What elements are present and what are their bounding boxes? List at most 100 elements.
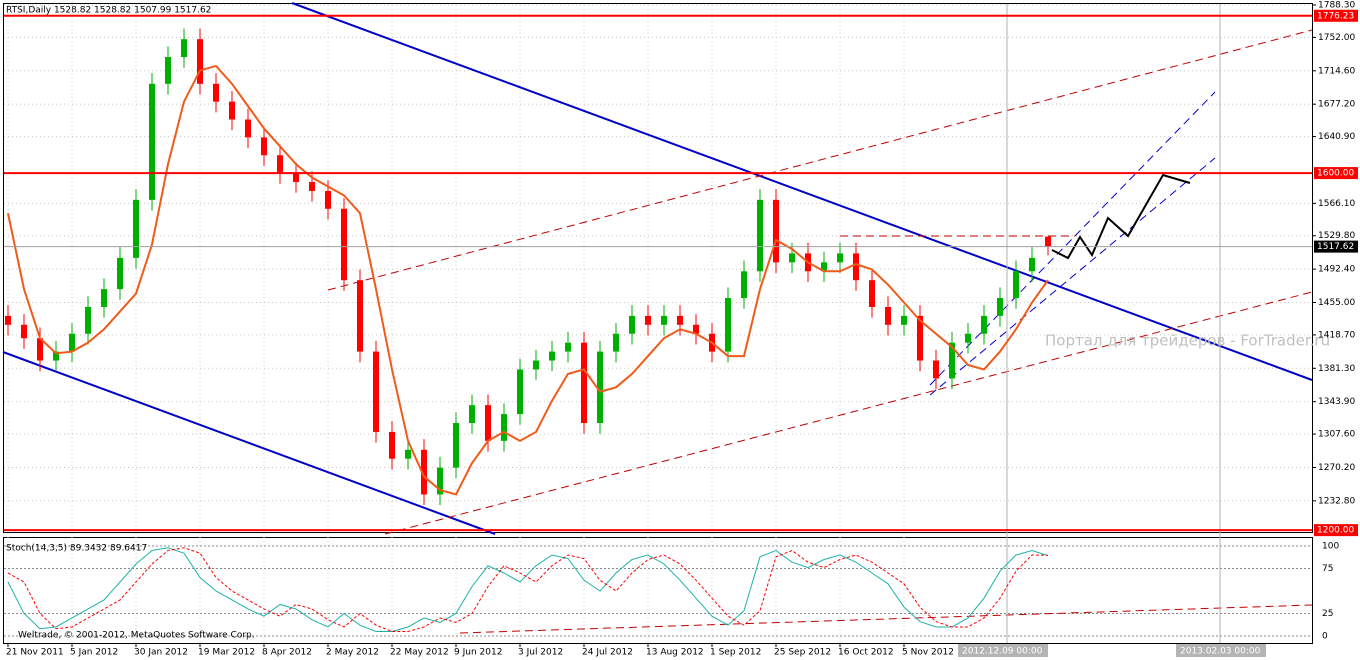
y-tick-label: 1640.90 [1318,132,1355,142]
candle-body [309,182,315,191]
candle-body [117,257,123,290]
level-label-box [1314,9,1358,22]
level-label-box [1314,524,1358,537]
level-label: 1200.00 [1317,526,1354,536]
candle-body [53,351,59,361]
y-tick-label: 1492.40 [1318,265,1355,275]
candle-body [21,324,27,339]
candle-body [933,360,939,379]
x-tick-label: 9 Jun 2012 [454,648,502,658]
candle-body [693,324,699,334]
candle-body [37,338,43,361]
candle-body [629,315,635,334]
candle-body [405,449,411,459]
x-tick-label: 5 Jan 2012 [70,648,118,658]
candle-body [293,173,299,183]
osc-frame [3,537,1313,644]
x-tick-label: 22 May 2012 [390,648,449,658]
candle-body [1029,257,1035,272]
y-tick-label: 1381.30 [1318,364,1355,374]
level-label: 1600.00 [1317,169,1354,179]
y-tick-label: 1752.00 [1318,33,1355,43]
candle-body [533,360,539,370]
y-tick-label: 1788.30 [1318,1,1355,11]
candle-body [997,298,1003,316]
y-tick-label: 1566.10 [1318,199,1355,209]
stoch-line [7,547,1049,632]
y-tick-label: 1455.00 [1318,298,1355,308]
candle-body [869,280,875,307]
x-tick-label: 1 Sep 2012 [710,648,761,658]
candle-body [773,199,779,263]
y-tick-label: 1343.90 [1318,397,1355,407]
x-tick-label: 13 Aug 2012 [646,648,704,658]
osc-tick-label: 0 [1322,631,1328,641]
channel-line [384,291,1313,535]
candle-body [5,315,11,325]
y-tick-label: 1307.60 [1318,430,1355,440]
x-tick-label: 16 Oct 2012 [838,648,894,658]
x-tick-label: 25 Sep 2012 [774,648,831,658]
grid [4,4,1312,642]
candle-body [133,199,139,258]
candle-body [325,190,331,209]
channel-line [929,157,1216,396]
watermark: Портал для трейдеров - ForTrader.ru [1045,332,1330,350]
candle-body [197,39,203,84]
chart-title: RTSI,Daily 1528.82 1528.82 1507.99 1517.… [6,6,211,16]
candle-body [229,101,235,120]
candle-body [373,351,379,432]
copyright: Weltrade, © 2001-2012, MetaQuotes Softwa… [18,631,255,641]
candle-body [101,289,107,307]
marks [5,28,1051,632]
x-tick-label: 5 Nov 2012 [902,648,954,658]
candle-body [981,315,987,334]
candle-body [261,137,267,156]
candle-body [757,199,763,272]
trend-line [2,351,496,535]
candle-body [501,414,507,441]
y-tick-label: 1677.20 [1318,100,1355,110]
candle-body [453,423,459,468]
cursor-label: 2012.12.09 00:00 [962,647,1043,657]
current-price-label: 1517.62 [1317,242,1354,252]
level-label-box [1314,167,1358,180]
cursor-label-box [958,644,1048,657]
candle-body [341,208,347,281]
candle-body [725,298,731,352]
candle-body [245,119,251,138]
candle-body [821,262,827,272]
stoch-line [7,547,1049,632]
candle-body [853,253,859,281]
candle-body [213,83,219,102]
y-tick-label: 1232.80 [1318,496,1355,506]
candle-body [645,315,651,325]
candle-body [613,333,619,352]
x-tick-label: 19 Mar 2012 [198,648,255,658]
x-tick-label: 21 Nov 2011 [6,648,64,658]
x-tick-label: 30 Jan 2012 [134,648,188,658]
candle-body [917,315,923,361]
y-tick-label: 1529.80 [1318,231,1355,241]
candle-body [901,315,907,325]
trend-line [291,2,1313,381]
candle-body [581,342,587,424]
candle-body [277,155,283,174]
x-tick-label: 24 Jul 2012 [582,648,633,658]
cursor-label: 2013.02.03 00:00 [1180,647,1261,657]
osc-tick-label: 25 [1322,609,1333,619]
candle-body [741,271,747,299]
forecast-path [1051,173,1191,260]
candle-body [469,405,475,424]
candle-body [949,342,955,379]
candle-body [1013,271,1019,299]
osc-tick-label: 75 [1322,564,1333,574]
x-tick-label: 2 May 2012 [326,648,379,658]
candle-body [565,342,571,352]
candle-body [549,351,555,361]
candle-body [517,369,523,415]
candle-body [485,405,491,441]
candle-body [597,351,603,424]
